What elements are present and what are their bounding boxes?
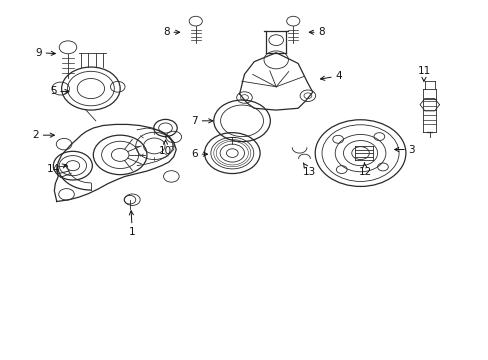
Text: 3: 3 [394, 144, 414, 154]
Text: 9: 9 [35, 48, 55, 58]
Text: 6: 6 [191, 149, 207, 159]
Text: 14: 14 [47, 163, 66, 174]
Text: 4: 4 [320, 71, 341, 81]
Text: 8: 8 [163, 27, 179, 37]
Text: 5: 5 [50, 86, 69, 96]
Text: 10: 10 [159, 140, 172, 156]
Text: 13: 13 [302, 163, 315, 177]
Text: 1: 1 [129, 211, 135, 237]
Text: 12: 12 [358, 163, 371, 177]
Text: 7: 7 [191, 116, 212, 126]
Text: 11: 11 [416, 66, 430, 81]
Text: 8: 8 [309, 27, 324, 37]
Text: 2: 2 [32, 130, 54, 140]
